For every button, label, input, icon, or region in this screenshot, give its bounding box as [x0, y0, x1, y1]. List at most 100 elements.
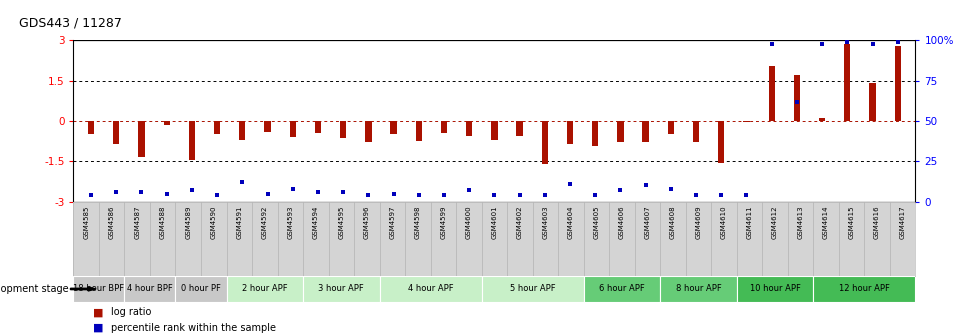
Text: GSM4587: GSM4587 [134, 205, 140, 239]
Text: GSM4586: GSM4586 [109, 205, 114, 239]
Point [637, 183, 652, 188]
Text: GSM4608: GSM4608 [669, 205, 675, 239]
Point [109, 189, 124, 195]
Point [814, 41, 829, 46]
Bar [491, 121, 497, 140]
Text: GSM4603: GSM4603 [542, 205, 548, 239]
Bar [793, 75, 799, 121]
Text: 18 hour BPF: 18 hour BPF [73, 285, 124, 293]
Text: GSM4600: GSM4600 [466, 205, 471, 239]
Point [235, 179, 250, 185]
Text: 3 hour APF: 3 hour APF [318, 285, 364, 293]
Bar [365, 121, 371, 142]
Bar [583, 276, 659, 302]
Point [385, 191, 401, 196]
Bar [315, 121, 321, 133]
Bar [642, 121, 648, 142]
Text: GDS443 / 11287: GDS443 / 11287 [19, 16, 121, 29]
Point [158, 191, 174, 196]
Bar [124, 276, 175, 302]
Bar [189, 121, 195, 160]
Bar [339, 121, 346, 138]
Point [184, 187, 200, 193]
Point [134, 189, 150, 195]
Bar [768, 66, 774, 121]
Bar [138, 121, 145, 157]
Point [737, 193, 753, 198]
Bar [742, 121, 749, 122]
Point [838, 39, 854, 45]
Point [310, 189, 326, 195]
Bar [718, 121, 724, 163]
Bar [175, 276, 226, 302]
Bar [659, 276, 736, 302]
Text: development stage: development stage [0, 284, 68, 294]
Text: GSM4598: GSM4598 [415, 205, 421, 239]
Text: 2 hour APF: 2 hour APF [242, 285, 288, 293]
Point [612, 187, 628, 193]
Point [662, 186, 678, 192]
Text: GSM4615: GSM4615 [848, 205, 854, 239]
Bar [813, 276, 914, 302]
Bar [440, 121, 447, 133]
Bar [289, 121, 295, 137]
Text: percentile rank within the sample: percentile rank within the sample [111, 323, 276, 333]
Point [335, 189, 351, 195]
Text: 4 hour APF: 4 hour APF [408, 285, 453, 293]
Text: GSM4602: GSM4602 [516, 205, 522, 239]
Bar [692, 121, 698, 142]
Bar [416, 121, 422, 141]
Text: GSM4595: GSM4595 [338, 205, 344, 239]
Text: 5 hour APF: 5 hour APF [510, 285, 555, 293]
Bar [736, 276, 813, 302]
Bar [566, 121, 572, 144]
Text: GSM4601: GSM4601 [491, 205, 497, 239]
Bar [226, 276, 303, 302]
Text: 0 hour PF: 0 hour PF [181, 285, 221, 293]
Text: GSM4607: GSM4607 [644, 205, 649, 239]
Text: GSM4589: GSM4589 [185, 205, 191, 239]
Point [360, 193, 376, 198]
Bar [214, 121, 220, 134]
Text: GSM4592: GSM4592 [261, 205, 268, 239]
Bar [88, 121, 94, 134]
Point [259, 191, 275, 196]
Point [511, 193, 527, 198]
Point [587, 193, 602, 198]
Text: GSM4611: GSM4611 [746, 205, 752, 239]
Text: 4 hour BPF: 4 hour BPF [127, 285, 173, 293]
Point [83, 193, 99, 198]
Bar [868, 83, 874, 121]
Text: GSM4616: GSM4616 [873, 205, 879, 239]
Text: GSM4591: GSM4591 [236, 205, 242, 239]
Text: GSM4605: GSM4605 [593, 205, 599, 239]
Bar [516, 121, 522, 136]
Text: 10 hour APF: 10 hour APF [749, 285, 800, 293]
Bar [541, 121, 548, 164]
Text: GSM4617: GSM4617 [899, 205, 905, 239]
Text: 12 hour APF: 12 hour APF [838, 285, 889, 293]
Point [209, 193, 225, 198]
Text: GSM4593: GSM4593 [287, 205, 293, 239]
Bar [239, 121, 245, 140]
Point [486, 193, 502, 198]
Point [763, 41, 778, 46]
Text: ■: ■ [93, 307, 104, 318]
Point [461, 187, 476, 193]
Bar [390, 121, 396, 134]
Text: GSM4612: GSM4612 [772, 205, 778, 239]
Text: GSM4594: GSM4594 [313, 205, 319, 239]
Text: ■: ■ [93, 323, 104, 333]
Bar [592, 121, 598, 146]
Text: log ratio: log ratio [111, 307, 151, 318]
Text: GSM4606: GSM4606 [618, 205, 624, 239]
Bar [113, 121, 119, 144]
Point [688, 193, 703, 198]
Text: GSM4609: GSM4609 [694, 205, 701, 239]
Bar [843, 44, 850, 121]
Point [889, 39, 905, 45]
Point [864, 41, 879, 46]
Text: 8 hour APF: 8 hour APF [675, 285, 721, 293]
Text: GSM4604: GSM4604 [567, 205, 573, 239]
Text: GSM4597: GSM4597 [389, 205, 395, 239]
